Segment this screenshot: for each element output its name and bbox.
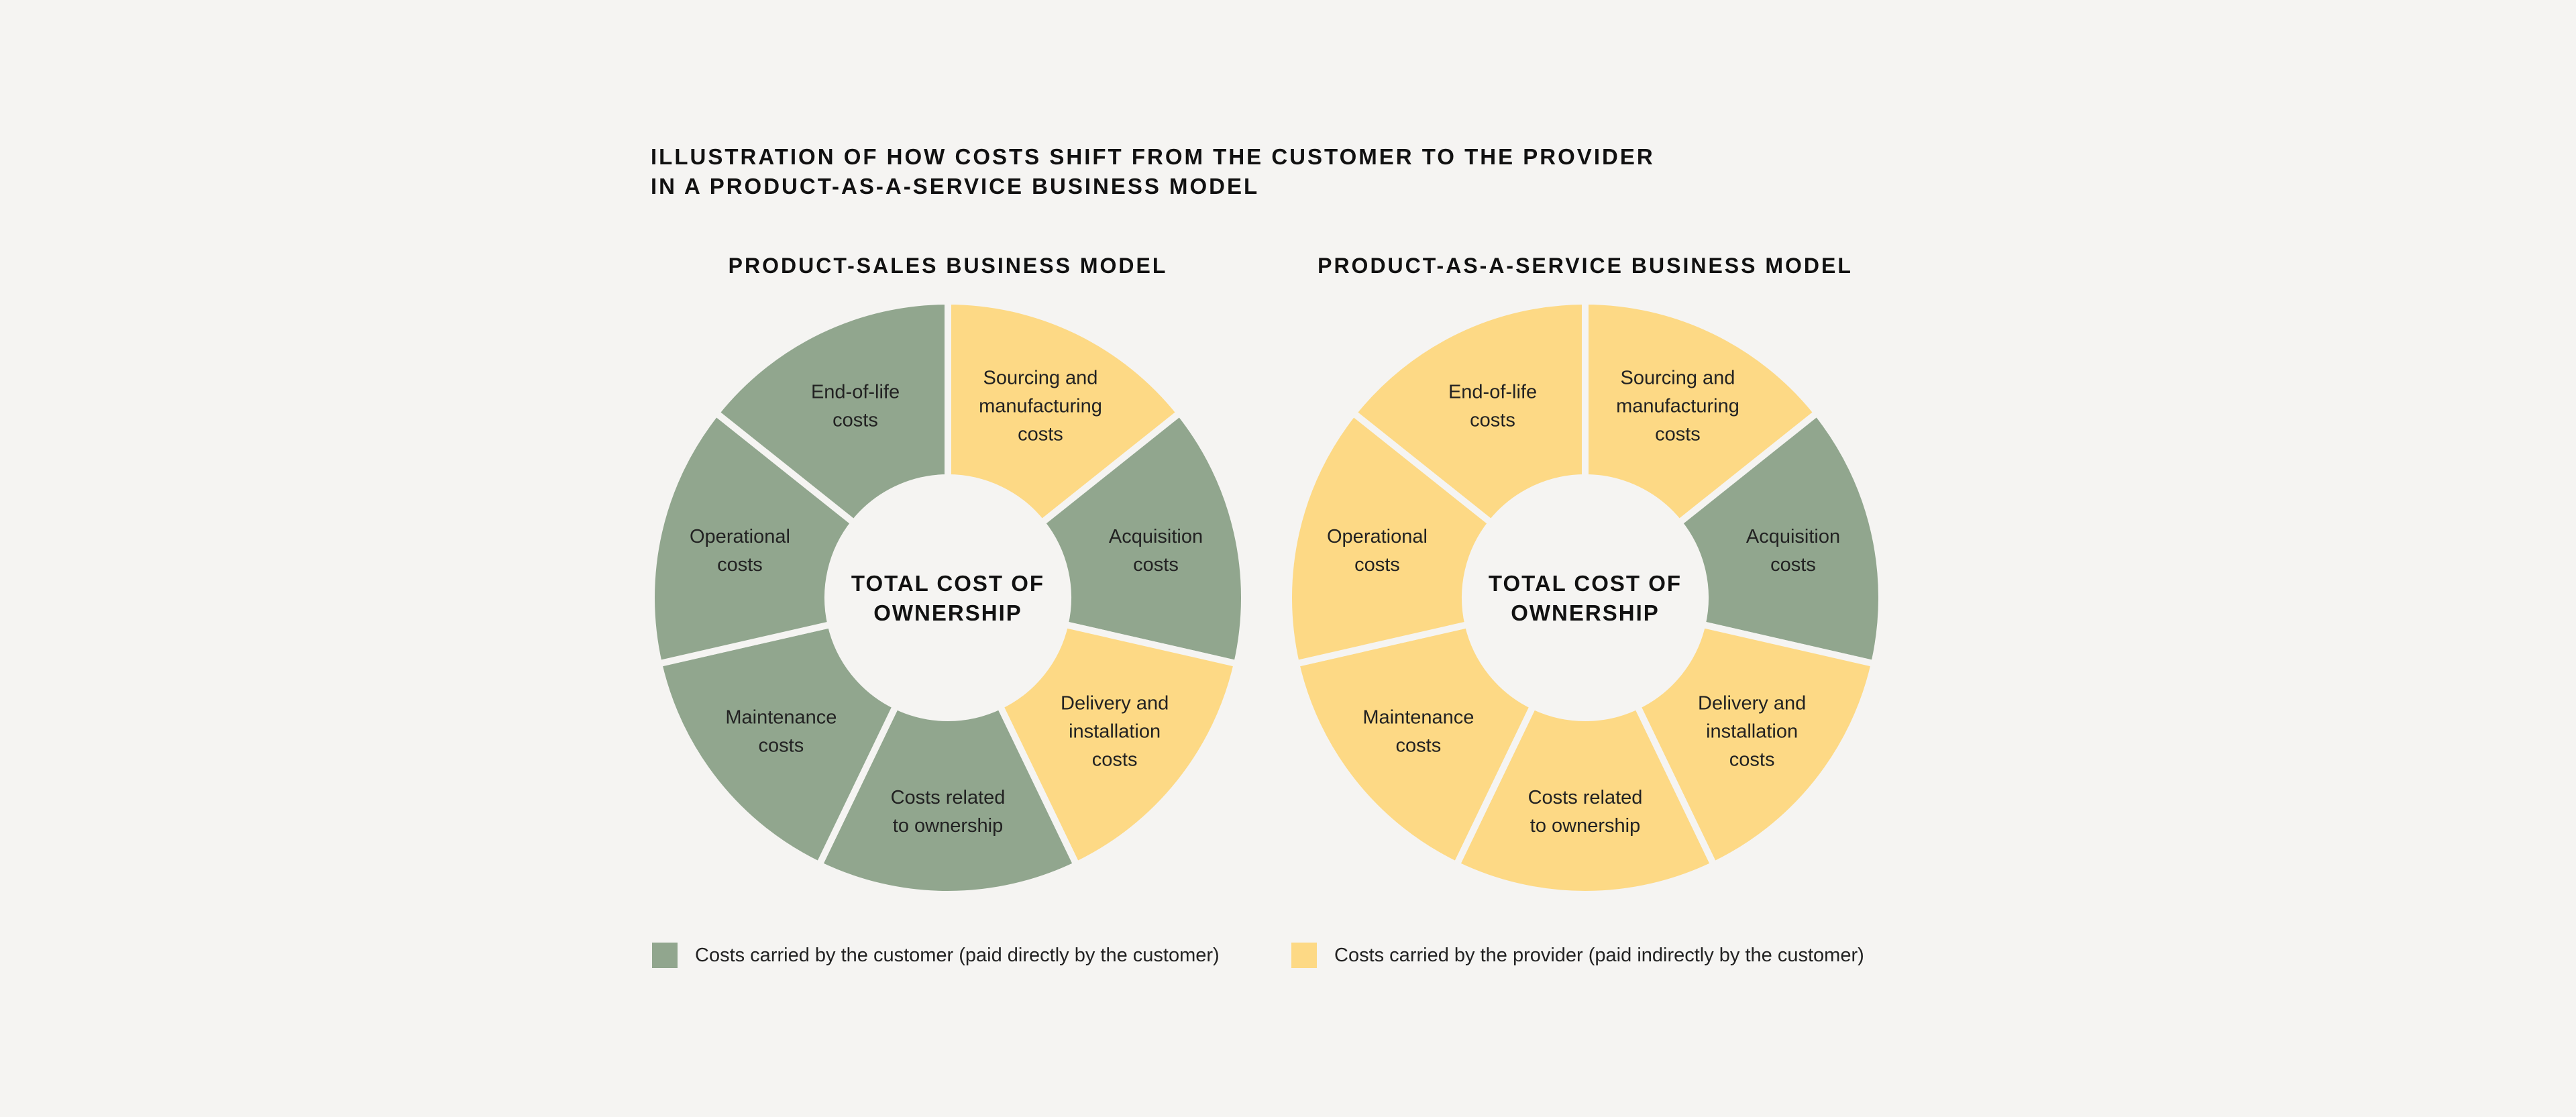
legend-provider: Costs carried by the provider (paid indi… — [1291, 943, 1864, 968]
donut-segment-customer — [711, 297, 951, 528]
donut-segment-provider — [1285, 408, 1497, 668]
legend-label-customer: Costs carried by the customer (paid dire… — [695, 944, 1220, 966]
legend-swatch-customer — [652, 943, 678, 968]
segment-label: Sourcing and manufacturing costs — [979, 367, 1102, 445]
diagram-title: ILLUSTRATION OF HOW COSTS SHIFT FROM THE… — [651, 142, 1655, 201]
donut-segment-customer — [1036, 408, 1248, 668]
title-line-1: ILLUSTRATION OF HOW COSTS SHIFT FROM THE… — [651, 144, 1655, 169]
segment-label: Acquisition costs — [1109, 526, 1203, 576]
segment-label: Sourcing and manufacturing costs — [1616, 367, 1739, 445]
segment-label: Operational costs — [690, 526, 790, 576]
donut-segment-provider — [1292, 620, 1538, 869]
donut-segment-provider — [945, 297, 1185, 528]
segment-label: Maintenance costs — [725, 706, 837, 756]
donut-segment-customer — [814, 701, 1081, 898]
product-sales-title: PRODUCT-SALES BUSINESS MODEL — [728, 254, 1168, 278]
segment-label: End-of-life costs — [811, 381, 900, 431]
donut-segment-provider — [995, 620, 1241, 869]
center-label: TOTAL COST OF OWNERSHIP — [1489, 571, 1682, 625]
segment-label: Delivery and installation costs — [1061, 692, 1169, 770]
segment-label: Operational costs — [1327, 526, 1428, 576]
donut-segment-provider — [1452, 701, 1719, 898]
segment-label: End-of-life costs — [1448, 381, 1537, 431]
donut-segment-customer — [655, 620, 901, 869]
title-line-2: IN A PRODUCT-AS-A-SERVICE BUSINESS MODEL — [651, 174, 1260, 199]
segment-label: Costs related to ownership — [891, 787, 1006, 837]
legend-label-provider: Costs carried by the provider (paid indi… — [1334, 944, 1864, 966]
segment-label: Acquisition costs — [1746, 526, 1840, 576]
segment-label: Costs related to ownership — [1528, 787, 1643, 837]
donut-segment-provider — [1348, 297, 1589, 528]
legend-swatch-provider — [1291, 943, 1317, 968]
segment-label: Maintenance costs — [1362, 706, 1474, 756]
donut-segment-provider — [1582, 297, 1822, 528]
center-label: TOTAL COST OF OWNERSHIP — [851, 571, 1044, 625]
donut-segment-provider — [1632, 620, 1878, 869]
donut-segment-customer — [648, 408, 859, 668]
legend-customer: Costs carried by the customer (paid dire… — [652, 943, 1220, 968]
segment-label: Delivery and installation costs — [1698, 692, 1806, 770]
product-as-a-service-title: PRODUCT-AS-A-SERVICE BUSINESS MODEL — [1318, 254, 1853, 278]
donut-segment-customer — [1674, 408, 1885, 668]
